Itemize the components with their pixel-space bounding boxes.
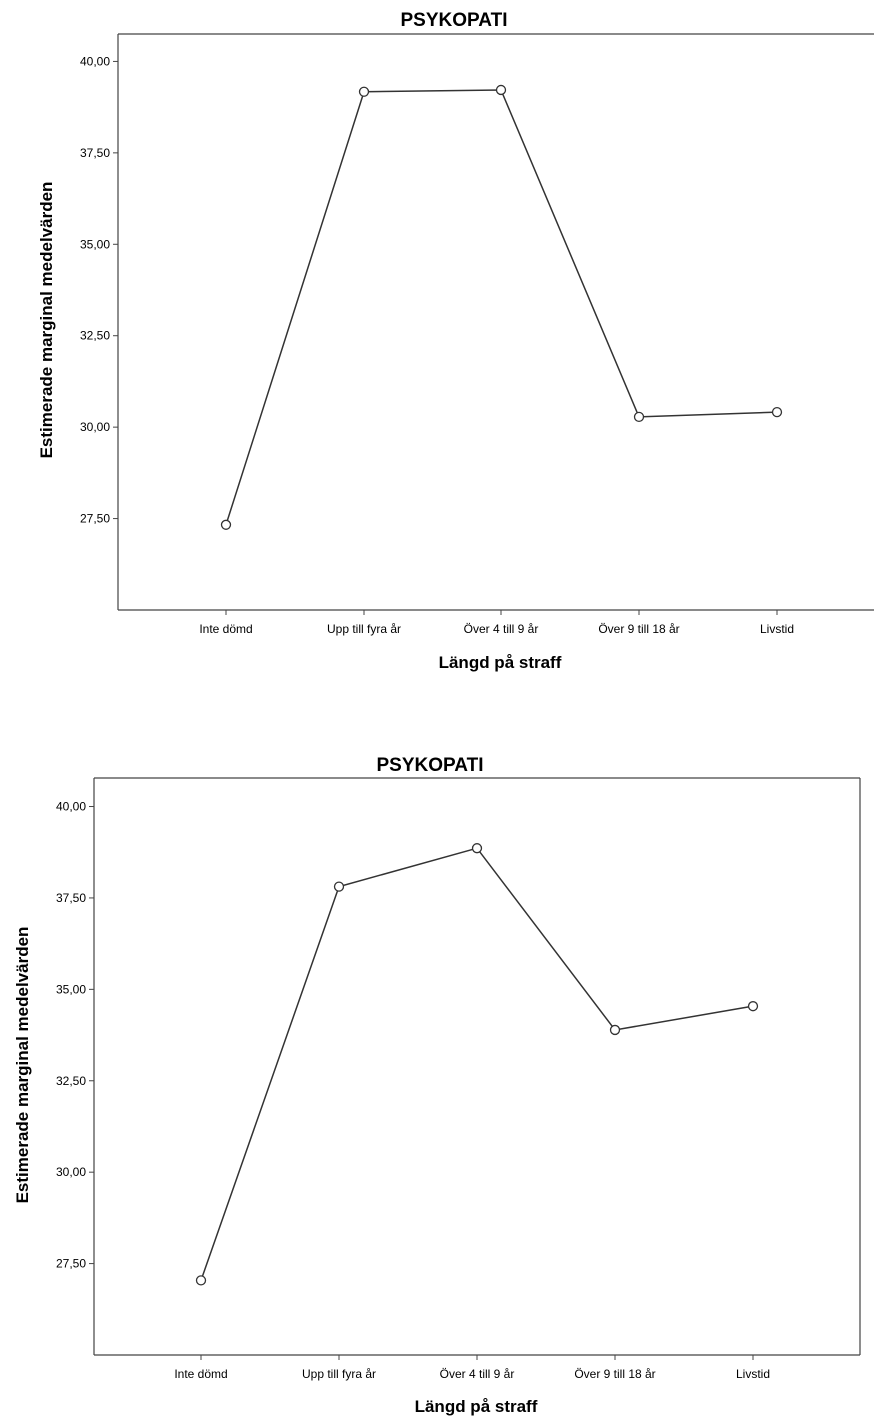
- y-tick-label: 30,00: [80, 420, 110, 434]
- x-tick-label: Över 9 till 18 år: [574, 1367, 655, 1381]
- x-axis-title: Längd på straff: [415, 1397, 538, 1416]
- y-ticks: 27,50 30,00 32,50 35,00 37,50 40,00: [56, 800, 94, 1271]
- chart-2: PSYKOPATI 27,50 30,00 32,50 35,00 37,50 40,00…: [0, 745, 874, 1421]
- line-chart-svg: PSYKOPATI 27,50 30,00 32,50 35,00 37,50 40,00…: [37, 10, 874, 672]
- data-point-marker: [358, 86, 370, 97]
- data-point-marker: [495, 84, 507, 96]
- x-tick-label: Över 4 till 9 år: [464, 622, 539, 636]
- axes: [117, 33, 874, 611]
- y-tick-label: 37,50: [80, 146, 110, 160]
- line-chart-svg: PSYKOPATI 27,50 30,00 32,50 35,00 37,50 40,00…: [13, 755, 861, 1416]
- x-ticks: Inte dömd Upp till fyra år Över 4 till 9 å…: [199, 610, 794, 636]
- x-ticks: Inte dömd Upp till fyra år Över 4 till 9 å…: [174, 1355, 770, 1381]
- y-tick-label: 32,50: [56, 1074, 86, 1088]
- series: [220, 84, 783, 530]
- x-tick-label: Över 4 till 9 år: [440, 1367, 515, 1381]
- data-point-marker: [195, 1275, 207, 1286]
- x-tick-label: Livstid: [760, 622, 794, 636]
- y-tick-label: 40,00: [56, 800, 86, 814]
- y-axis-title: Estimerade marginal medelvärden: [13, 927, 32, 1204]
- x-tick-label: Inte dömd: [199, 622, 252, 636]
- data-point-marker: [220, 519, 232, 530]
- y-axis-title: Estimerade marginal medelvärden: [37, 182, 56, 459]
- y-tick-label: 40,00: [80, 54, 110, 68]
- x-axis-title: Längd på straff: [439, 653, 562, 672]
- series: [195, 843, 759, 1286]
- y-tick-label: 27,50: [56, 1257, 86, 1271]
- chart-title: PSYKOPATI: [401, 10, 508, 31]
- series-line: [225, 89, 778, 526]
- axes: [93, 777, 861, 1356]
- x-tick-label: Upp till fyra år: [327, 622, 401, 636]
- data-point-marker: [333, 881, 345, 892]
- y-tick-label: 35,00: [56, 982, 86, 996]
- series-line: [200, 847, 754, 1281]
- chart-title: PSYKOPATI: [377, 755, 484, 776]
- y-tick-label: 35,00: [80, 237, 110, 251]
- chart-1: PSYKOPATI 27,50 30,00 32,50 35,00 37,50 40,00…: [0, 0, 874, 690]
- data-point-marker: [771, 406, 783, 418]
- y-tick-label: 32,50: [80, 329, 110, 343]
- y-tick-label: 27,50: [80, 512, 110, 526]
- y-tick-label: 37,50: [56, 891, 86, 905]
- x-tick-label: Upp till fyra år: [302, 1367, 376, 1381]
- data-point-marker: [747, 1001, 759, 1012]
- x-tick-label: Inte dömd: [174, 1367, 227, 1381]
- x-tick-label: Över 9 till 18 år: [598, 622, 679, 636]
- data-point-marker: [471, 843, 483, 854]
- data-point-marker: [609, 1024, 621, 1036]
- y-ticks: 27,50 30,00 32,50 35,00 37,50 40,00: [80, 54, 118, 526]
- y-tick-label: 30,00: [56, 1165, 86, 1179]
- x-tick-label: Livstid: [736, 1367, 770, 1381]
- data-point-marker: [633, 411, 645, 423]
